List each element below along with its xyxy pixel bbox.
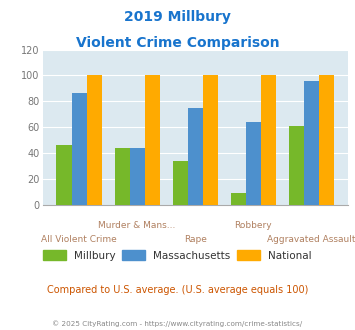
- Text: Violent Crime Comparison: Violent Crime Comparison: [76, 36, 279, 50]
- Text: 2019 Millbury: 2019 Millbury: [124, 10, 231, 24]
- Legend: Millbury, Massachusetts, National: Millbury, Massachusetts, National: [39, 246, 316, 265]
- Bar: [203, 75, 218, 205]
- Bar: [246, 122, 261, 205]
- Bar: [72, 93, 87, 205]
- Bar: [231, 193, 246, 205]
- Text: Rape: Rape: [184, 235, 207, 244]
- Text: Murder & Mans...: Murder & Mans...: [98, 221, 176, 230]
- Bar: [115, 148, 130, 205]
- Bar: [56, 145, 72, 205]
- Text: Robbery: Robbery: [235, 221, 272, 230]
- Text: All Violent Crime: All Violent Crime: [41, 235, 117, 244]
- Bar: [289, 126, 304, 205]
- Bar: [319, 75, 334, 205]
- Bar: [261, 75, 276, 205]
- Bar: [87, 75, 102, 205]
- Bar: [304, 81, 319, 205]
- Text: Compared to U.S. average. (U.S. average equals 100): Compared to U.S. average. (U.S. average …: [47, 285, 308, 295]
- Bar: [173, 161, 188, 205]
- Bar: [145, 75, 160, 205]
- Bar: [188, 108, 203, 205]
- Text: Aggravated Assault: Aggravated Assault: [267, 235, 355, 244]
- Text: © 2025 CityRating.com - https://www.cityrating.com/crime-statistics/: © 2025 CityRating.com - https://www.city…: [53, 320, 302, 327]
- Bar: [130, 148, 145, 205]
